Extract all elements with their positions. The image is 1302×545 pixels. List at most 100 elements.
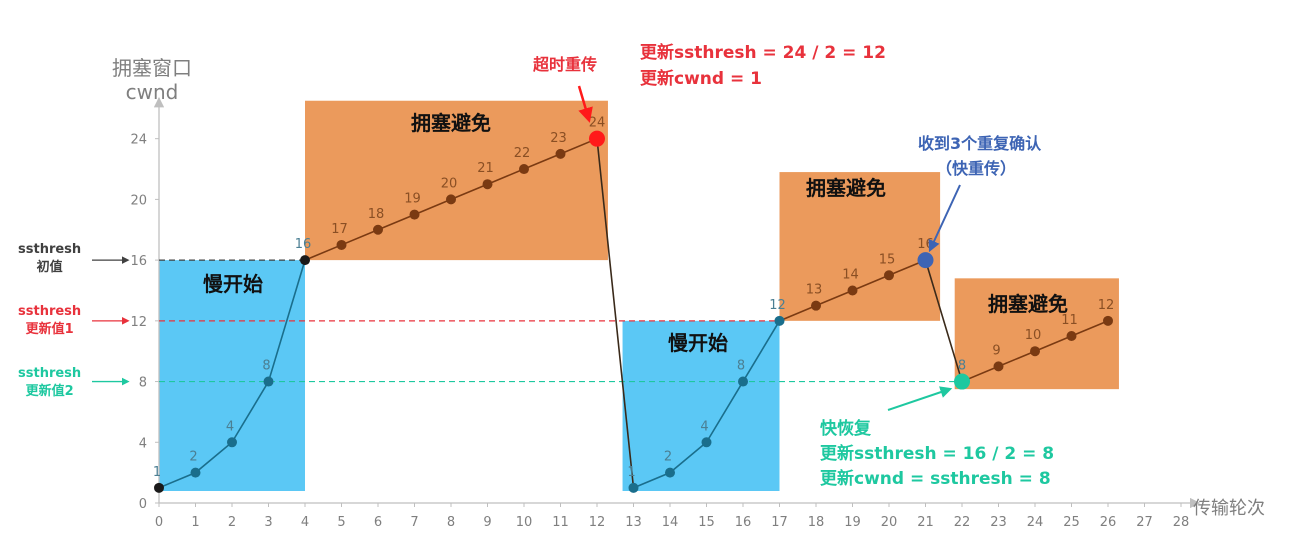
region-title-slow-start-1: 慢开始 [203,272,263,296]
data-point-18 [811,300,821,311]
x-tick-label: 1 [191,515,199,530]
threshold-label-update1: ssthresh 更新值1 [18,303,81,339]
data-point-22 [954,373,970,390]
data-point-21 [917,252,934,269]
data-label-4: 16 [295,237,312,252]
data-label-21: 16 [917,237,934,252]
dupack-arrow [928,184,961,253]
data-point-14 [665,467,675,478]
data-label-9: 21 [477,161,494,176]
x-tick-label: 8 [447,515,455,530]
x-tick-label: 17 [771,515,788,530]
data-label-25: 11 [1061,313,1078,328]
y-tick-label: 20 [130,193,147,208]
data-label-1: 2 [189,450,197,465]
data-label-24: 10 [1025,328,1042,343]
x-tick-label: 3 [264,515,272,530]
x-tick-label: 4 [301,515,309,530]
data-point-24 [1030,346,1040,357]
data-label-14: 2 [664,450,672,465]
cwnd-line-segment [924,259,963,382]
x-tick-label: 27 [1136,515,1153,530]
x-tick-label: 9 [483,515,491,530]
y-tick-label: 24 [130,133,147,148]
timeout-update-ssthresh: 更新ssthresh = 24 / 2 = 12 [640,43,886,63]
data-label-13: 1 [627,465,635,480]
y-axis-title-line2: cwnd [125,80,179,104]
data-point-9 [482,179,493,190]
y-tick-label: 8 [139,376,147,391]
timeout-arrow [577,85,593,123]
threshold-label-update2: ssthresh 更新值2 [18,365,81,401]
data-label-5: 17 [331,222,348,237]
region-avoid-1 [305,100,608,261]
x-tick-label: 13 [625,515,642,530]
fast-recovery-ssthresh: 更新ssthresh = 16 / 2 = 8 [820,444,1055,464]
data-point-1 [190,467,201,478]
x-tick-label: 11 [552,515,569,530]
data-label-0: 1 [153,465,161,480]
x-tick-label: 10 [516,515,533,530]
threshold-label-update1-line2: 更新值1 [25,322,74,337]
threshold-label-initial: ssthresh 初值 [18,241,81,277]
data-point-5 [336,239,347,250]
x-tick-label: 24 [1027,515,1044,530]
data-label-16: 8 [737,359,745,374]
cwnd-line-segment [596,138,635,488]
dupack-annotation-line1: 收到3个重复确认 [918,134,1042,153]
x-tick-label: 6 [374,515,382,530]
data-label-26: 12 [1098,298,1115,313]
x-tick-label: 28 [1173,515,1190,530]
x-tick-label: 18 [808,515,825,530]
data-point-8 [446,194,456,205]
y-axis-title-line1: 拥塞窗口 [112,56,192,80]
region-avoid-3 [779,172,941,321]
data-label-10: 22 [514,146,531,161]
x-tick-label: 12 [589,515,606,530]
data-point-2 [227,437,237,448]
data-label-23: 9 [992,343,1000,358]
fast-recovery-cwnd: 更新cwnd = ssthresh = 8 [820,469,1051,489]
threshold-label-update2-line1: ssthresh [18,366,82,381]
data-point-16 [738,376,748,387]
x-tick-label: 23 [990,515,1007,530]
data-label-3: 8 [262,359,270,374]
x-axis-title: 传输轮次 [1193,498,1265,519]
data-label-11: 23 [550,131,567,146]
timeout-update-cwnd: 更新cwnd = 1 [640,69,762,89]
data-point-19 [847,285,858,296]
x-tick-label: 7 [410,515,418,530]
data-label-22: 8 [958,359,966,374]
region-title-slow-start-2: 慢开始 [668,331,728,355]
y-tick-label: 16 [130,254,147,269]
threshold-label-update2-line2: 更新值2 [25,384,74,399]
data-point-7 [409,209,420,220]
data-point-4 [300,255,310,266]
x-tick-label: 0 [155,515,163,530]
data-point-6 [373,224,383,235]
data-label-20: 15 [879,252,896,267]
x-tick-label: 21 [917,515,934,530]
y-tick-label: 0 [139,497,147,512]
x-tick-label: 2 [228,515,236,530]
data-point-3 [263,376,274,387]
data-label-8: 20 [441,176,458,191]
data-point-26 [1103,315,1113,326]
x-tick-label: 15 [698,515,715,530]
fast-recovery-title: 快恢复 [820,419,871,439]
data-label-17: 12 [769,298,786,313]
data-label-15: 4 [700,419,708,434]
fast-recovery-arrow [887,386,953,411]
x-tick-label: 5 [337,515,345,530]
data-label-12: 24 [589,116,606,131]
data-point-23 [993,361,1004,372]
data-label-2: 4 [226,419,234,434]
y-tick-label: 12 [130,315,147,330]
x-tick-label: 14 [662,515,679,530]
y-axis-title: 拥塞窗口 cwnd [112,56,192,104]
data-point-0 [154,482,164,493]
data-point-20 [884,270,894,281]
timeout-annotation: 超时重传 [533,55,598,74]
